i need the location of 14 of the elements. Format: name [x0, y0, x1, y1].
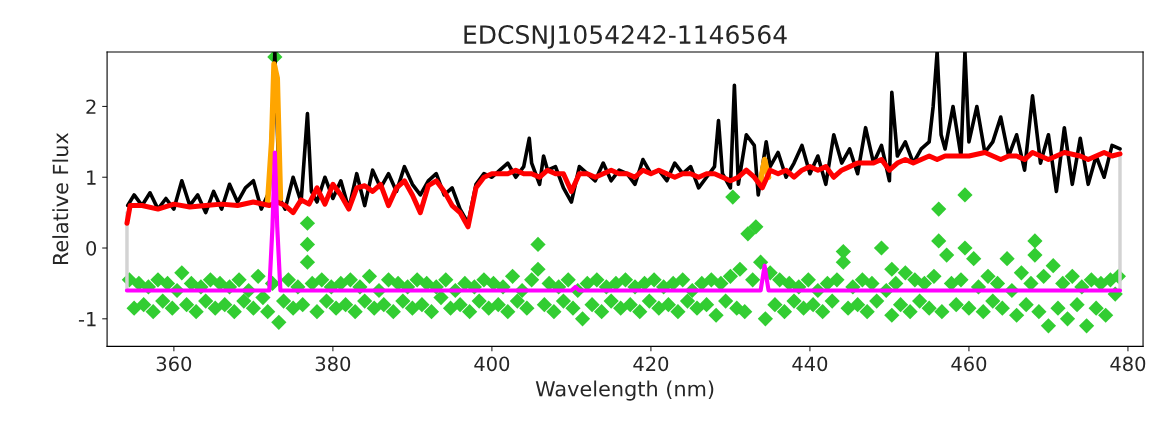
x-tick-label: 440	[792, 356, 828, 372]
y-tick-label: 2	[86, 99, 96, 114]
y-tick-label: 0	[86, 240, 97, 256]
y-tick-label: -1	[78, 312, 96, 327]
x-tick-label: 480	[1110, 356, 1146, 372]
y-tick-label: 1	[87, 170, 96, 185]
x-tick-label: 400	[474, 356, 510, 372]
chart-title: EDCSNJ1054242-1146564	[464, 25, 787, 49]
x-axis-title: Wavelength (nm)	[535, 380, 714, 401]
x-tick-label: 420	[633, 356, 669, 372]
x-tick-label: 360	[156, 356, 192, 372]
x-tick-label: 460	[951, 356, 987, 372]
x-tick-label: 380	[315, 356, 351, 372]
y-axis-title: Relative Flux	[52, 132, 69, 265]
